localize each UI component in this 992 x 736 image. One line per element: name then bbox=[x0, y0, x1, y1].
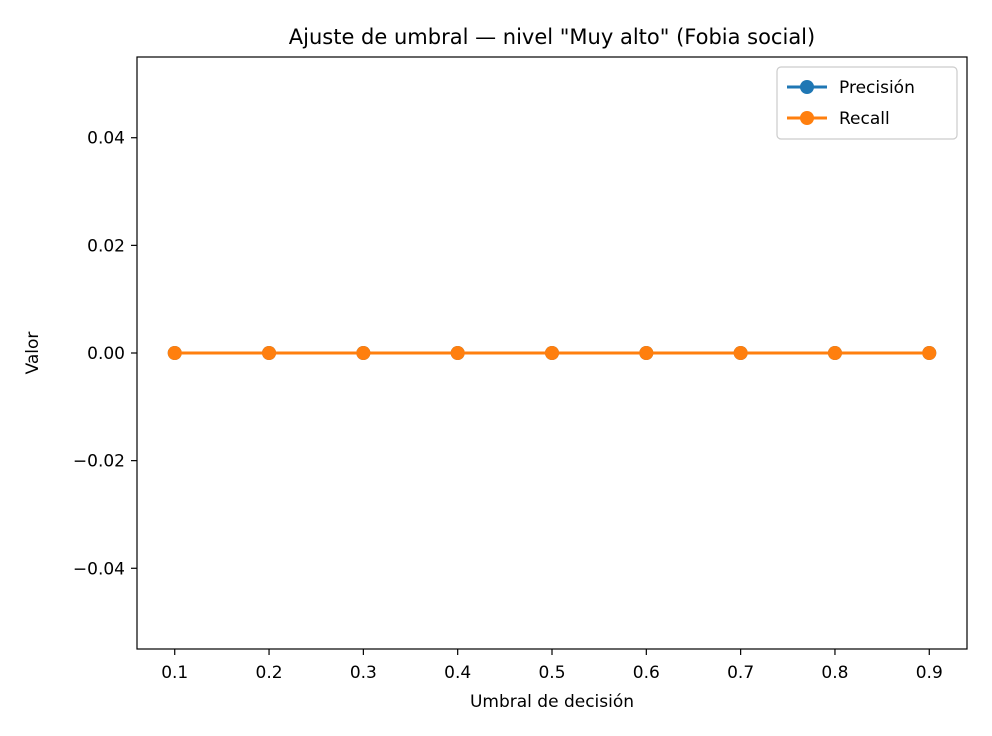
x-tick-label-2: 0.3 bbox=[350, 663, 377, 683]
y-tick-label-4: 0.04 bbox=[87, 129, 125, 149]
x-tick-label-4: 0.5 bbox=[538, 663, 565, 683]
series-1-point-4 bbox=[545, 346, 559, 360]
legend-label-1: Recall bbox=[839, 109, 890, 129]
plot-area: 0.1 0.2 0.3 0.4 0.5 0.6 0.7 0.8 0.9 −0.04 −0.02 0.0… bbox=[73, 56, 968, 683]
legend-label-0: Precisión bbox=[839, 78, 915, 98]
y-axis-label: Valor bbox=[23, 332, 43, 375]
x-tick-label-7: 0.8 bbox=[821, 663, 848, 683]
x-tick-label-3: 0.4 bbox=[444, 663, 471, 683]
legend: Precisión Recall bbox=[776, 66, 958, 140]
x-tick-label-6: 0.7 bbox=[727, 663, 754, 683]
series-1-point-8 bbox=[922, 346, 937, 360]
series-1-point-0 bbox=[167, 346, 182, 360]
x-tick-label-8: 0.9 bbox=[916, 663, 943, 683]
chart-title: Ajuste de umbral — nivel "Muy alto" (Fob… bbox=[289, 25, 815, 49]
y-tick-label-1: −0.02 bbox=[73, 452, 125, 472]
series-1-point-6 bbox=[733, 346, 748, 360]
y-tick-label-3: 0.02 bbox=[87, 236, 125, 256]
legend-marker-0 bbox=[800, 80, 814, 94]
legend-marker-1 bbox=[800, 111, 814, 125]
x-tick-label-5: 0.6 bbox=[633, 663, 660, 683]
x-axis-label: Umbral de decisión bbox=[470, 692, 634, 712]
x-tick-label-0: 0.1 bbox=[161, 663, 188, 683]
x-tick-label-1: 0.2 bbox=[256, 663, 283, 683]
series-1-point-7 bbox=[827, 346, 842, 360]
series-1-point-5 bbox=[639, 346, 654, 360]
series-1-point-3 bbox=[450, 346, 465, 360]
y-tick-label-2: 0.00 bbox=[87, 344, 125, 364]
series-1-point-2 bbox=[356, 346, 371, 360]
legend-box bbox=[776, 66, 958, 140]
y-tick-label-0: −0.04 bbox=[73, 559, 125, 579]
series-1-point-1 bbox=[262, 346, 277, 360]
